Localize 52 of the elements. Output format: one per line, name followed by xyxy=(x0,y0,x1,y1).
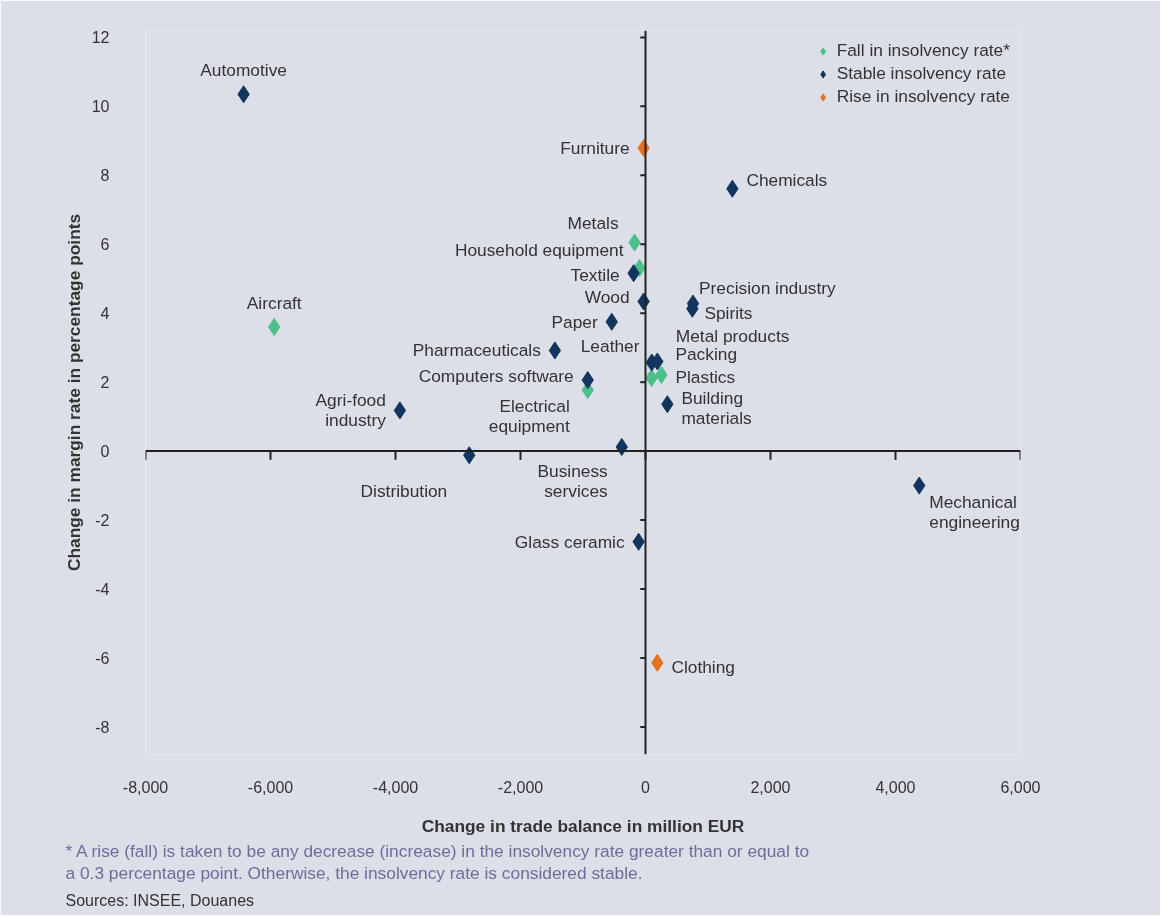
annotation: Paper xyxy=(551,311,598,332)
y-tick-label: 4 xyxy=(100,305,110,323)
annotation: Building materials xyxy=(681,388,752,429)
x-tick-label: 0 xyxy=(641,778,651,796)
annotation: Automotive xyxy=(200,60,287,81)
y-axis-title: Change in margin rate in percentage points xyxy=(63,213,84,572)
annotation: Aircraft xyxy=(246,293,302,313)
annotation: Metals xyxy=(567,212,619,233)
annotation: Agri-food industry xyxy=(315,390,387,431)
source-note: Sources: INSEE, Douanes xyxy=(65,891,255,909)
legend-label: Stable insolvency rate xyxy=(836,63,1007,84)
y-tick-label: 12 xyxy=(91,29,110,47)
annotation: Leather xyxy=(580,336,640,357)
annotation: Electrical equipment xyxy=(488,396,570,437)
annotation: Computers software xyxy=(418,366,574,387)
x-tick-label: 4,000 xyxy=(875,778,916,796)
x-tick-label: -8,000 xyxy=(122,778,169,796)
y-tick-label: -6 xyxy=(95,649,110,667)
annotation: Plastics xyxy=(675,366,736,387)
y-tick-label: -8 xyxy=(95,718,110,736)
annotation: Business services xyxy=(537,460,609,501)
annotation: Metal products xyxy=(675,325,790,346)
text: * A rise (fall) is taken to be any decrease (increase) in the insolvency rate greater than or equal to xyxy=(65,840,810,861)
annotation: Chemicals xyxy=(746,169,828,190)
legend-label: Fall in insolvency rate* xyxy=(836,40,1010,61)
annotation: Spirits xyxy=(704,302,753,323)
text: a 0.3 percentage point. Otherwise, the insolvency rate is considered stable. xyxy=(65,862,643,883)
legend-label: Rise in insolvency rate xyxy=(836,86,1010,107)
x-tick-label: 2,000 xyxy=(750,778,791,796)
annotation: Household equipment xyxy=(454,240,624,261)
y-tick-label: -4 xyxy=(95,581,110,599)
annotation: Furniture xyxy=(560,138,630,159)
annotation: Pharmaceuticals xyxy=(412,340,542,361)
annotation: Packing xyxy=(675,344,738,365)
annotation: Distribution xyxy=(360,481,448,502)
y-tick-label: 6 xyxy=(100,236,110,254)
y-tick-label: 2 xyxy=(100,374,110,392)
annotation: Wood xyxy=(584,287,630,308)
x-axis-title: Change in trade balance in million EUR xyxy=(421,815,745,836)
annotation: Clothing xyxy=(671,656,735,677)
y-tick-label: 8 xyxy=(100,167,110,185)
annotation: Glass ceramic xyxy=(514,531,625,552)
x-tick-label: -2,000 xyxy=(497,778,544,796)
annotation: Mechanical engineering xyxy=(929,491,1020,532)
x-tick-label: -4,000 xyxy=(372,778,419,796)
x-tick-label: 6,000 xyxy=(1000,778,1041,796)
annotation: Textile xyxy=(570,265,620,286)
y-tick-label: 10 xyxy=(91,98,110,116)
y-tick-label: -2 xyxy=(95,512,110,530)
annotation: Precision industry xyxy=(699,277,837,298)
x-tick-label: -6,000 xyxy=(247,778,294,796)
y-tick-label: 0 xyxy=(100,443,110,461)
